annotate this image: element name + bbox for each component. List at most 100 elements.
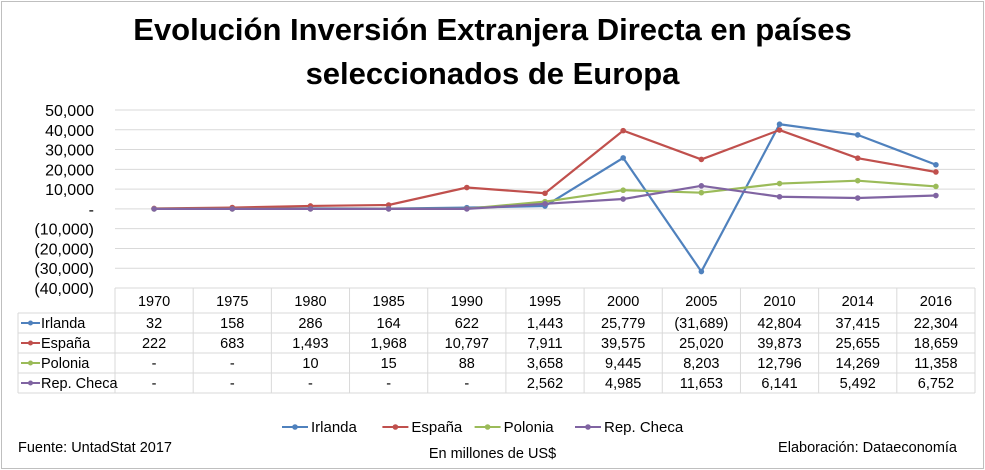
data-point: [464, 206, 470, 212]
table-row-label: Irlanda: [41, 316, 86, 332]
data-label: 32: [146, 316, 162, 332]
data-label: 286: [298, 316, 322, 332]
data-label: -: [464, 376, 469, 392]
data-point: [854, 132, 861, 138]
data-point: [933, 161, 939, 168]
legend-label: Irlanda: [311, 419, 358, 436]
source-note: Fuente: UntadStat 2017: [18, 440, 172, 456]
data-label: 15: [381, 356, 397, 372]
table-row-label: Rep. Checa: [41, 376, 119, 392]
x-tick-label: 1985: [373, 294, 405, 310]
data-label: 622: [455, 316, 479, 332]
y-tick-label: 40,000: [45, 123, 94, 140]
data-point: [385, 202, 392, 208]
y-tick-label: (30,000): [34, 261, 94, 278]
data-point: [776, 127, 783, 133]
y-tick-label: 20,000: [45, 162, 94, 179]
x-tick-label: 2000: [607, 294, 639, 310]
legend-marker: [292, 424, 298, 430]
data-point: [385, 206, 392, 212]
data-point: [307, 206, 314, 212]
data-label: 25,020: [679, 336, 723, 352]
y-tick-label: (40,000): [34, 281, 94, 298]
data-label: 1,968: [370, 336, 406, 352]
credit-note: Elaboración: Dataeconomía: [778, 440, 957, 456]
data-point: [698, 183, 705, 189]
data-label: 6,141: [761, 376, 797, 392]
data-label: -: [230, 376, 235, 392]
x-tick-label: 1975: [216, 294, 248, 310]
y-tick-label: 30,000: [45, 143, 94, 160]
table-row-label: Polonia: [41, 356, 90, 372]
legend-marker: [484, 424, 491, 430]
data-label: 164: [377, 316, 401, 332]
data-label: 7,911: [527, 336, 562, 352]
data-label: 1,493: [292, 336, 328, 352]
data-label: 42,804: [757, 316, 801, 332]
data-point: [620, 187, 626, 194]
data-point: [620, 127, 626, 134]
data-label: 1,443: [527, 316, 563, 332]
data-point: [151, 206, 157, 212]
data-label: 12,796: [757, 356, 801, 372]
data-label: 39,873: [757, 336, 801, 352]
data-point: [854, 195, 861, 201]
data-label: 10: [302, 356, 318, 372]
legend-marker: [392, 424, 399, 430]
data-label: 2,562: [527, 376, 563, 392]
data-point: [542, 201, 548, 207]
x-tick-label: 2005: [685, 294, 717, 310]
legend-label: Polonia: [504, 419, 555, 436]
x-tick-label: 2016: [920, 294, 952, 310]
legend-label: España: [411, 419, 463, 436]
data-label: -: [308, 376, 313, 392]
data-label: -: [386, 376, 391, 392]
data-label: 3,658: [527, 356, 563, 372]
data-label: 683: [220, 336, 244, 352]
data-point: [698, 268, 705, 275]
data-label: 37,415: [836, 316, 880, 332]
data-label: 11,358: [914, 356, 957, 372]
data-point: [933, 183, 939, 190]
legend-key-marker: [28, 320, 33, 326]
x-tick-label: 1990: [451, 294, 483, 310]
data-point: [854, 155, 861, 161]
data-label: 25,779: [601, 316, 645, 332]
data-label: 25,655: [836, 336, 880, 352]
data-label: 5,492: [840, 376, 876, 392]
data-point: [776, 121, 783, 128]
data-label: 6,752: [918, 376, 954, 392]
x-tick-label: 1995: [529, 294, 561, 310]
x-tick-label: 1980: [294, 294, 326, 310]
data-point: [698, 189, 705, 196]
y-tick-label: 10,000: [45, 182, 94, 199]
data-label: 88: [459, 356, 475, 372]
y-tick-label: 50,000: [45, 103, 94, 120]
data-point: [542, 190, 548, 197]
data-point: [933, 192, 939, 199]
data-point: [854, 177, 861, 184]
units-note: En millones de US$: [428, 446, 557, 462]
chart-title: Evolución Inversión Extranjera Directa e…: [0, 8, 985, 96]
data-label: 11,653: [680, 376, 723, 392]
data-label: 9,445: [605, 356, 641, 372]
chart-title-line-1: Evolución Inversión Extranjera Directa e…: [133, 12, 852, 47]
legend-key-marker: [28, 360, 33, 366]
x-tick-label: 2010: [763, 294, 795, 310]
legend-marker: [585, 424, 591, 430]
data-label: -: [230, 356, 235, 372]
y-tick-label: (20,000): [34, 241, 94, 258]
data-label: 14,269: [836, 356, 880, 372]
data-label: 222: [142, 336, 166, 352]
data-label: 18,659: [914, 336, 958, 352]
data-point: [698, 156, 705, 163]
data-label: 158: [220, 316, 244, 332]
legend-key-marker: [28, 380, 33, 386]
x-tick-label: 1970: [138, 294, 170, 310]
data-label: 4,985: [605, 376, 641, 392]
data-point: [464, 184, 470, 191]
table-row-label: España: [41, 336, 91, 352]
data-point: [229, 206, 236, 212]
